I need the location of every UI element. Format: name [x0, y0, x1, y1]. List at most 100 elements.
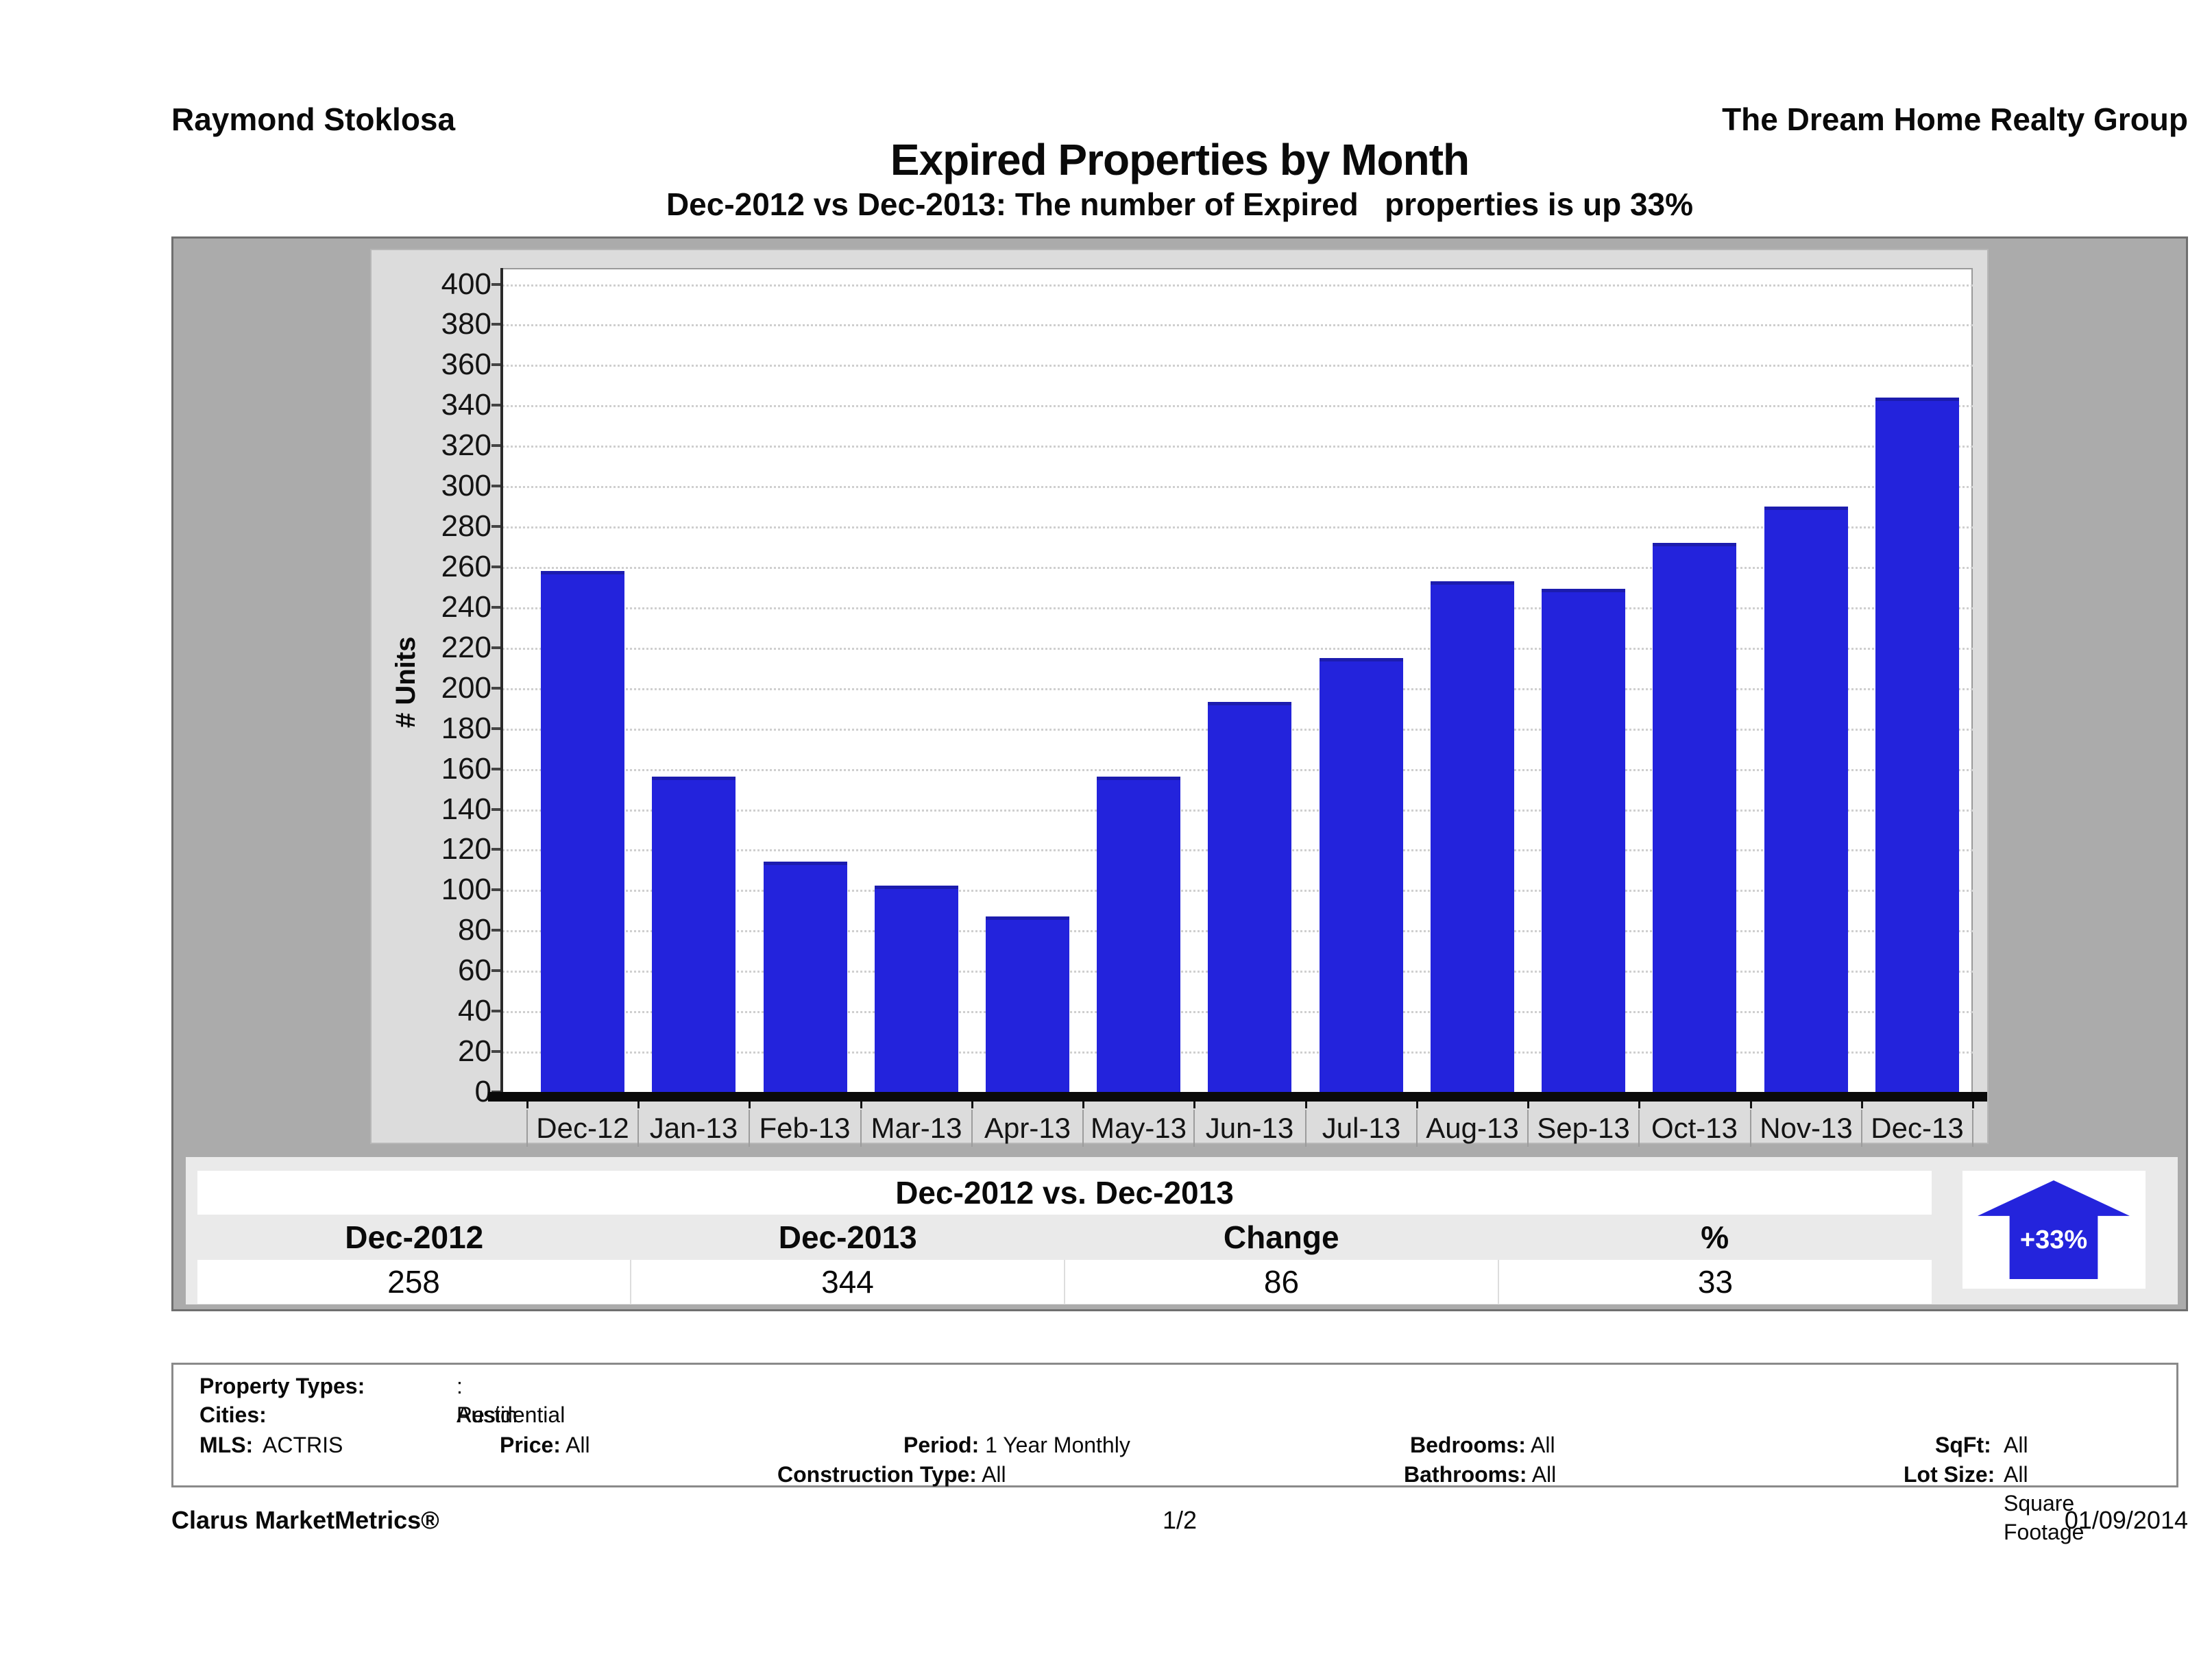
trend-badge-label: +33% [2019, 1226, 2088, 1255]
gridline [502, 446, 1973, 448]
y-tick-label: 100 [441, 873, 491, 906]
x-tick-mark [749, 1102, 751, 1108]
page-title: Expired Properties by Month [890, 135, 1470, 184]
value-percent: 33 [1697, 1264, 1734, 1300]
y-tick-mark [491, 1010, 501, 1012]
field-cities: Cities: Austin [199, 1400, 518, 1429]
x-label-divider [971, 1110, 973, 1147]
bar-Sep-13 [1542, 589, 1625, 1092]
comparison-table-title: Dec-2012 vs. Dec-2013 [197, 1171, 1932, 1215]
field-value: : Residential [457, 1374, 566, 1427]
x-axis-label: Mar-13 [871, 1112, 962, 1144]
bar-Aug-13 [1431, 581, 1514, 1092]
y-tick-label: 400 [441, 267, 491, 301]
up-arrow-icon: +33% [1978, 1180, 2130, 1279]
y-tick-label: 300 [441, 469, 491, 502]
x-label-divider [1750, 1110, 1751, 1147]
field-value: All [2004, 1433, 2028, 1457]
bar-Oct-13 [1653, 543, 1736, 1092]
y-tick-label: 200 [441, 671, 491, 705]
y-tick-mark [491, 363, 501, 366]
field-value: All [566, 1433, 590, 1457]
field-construction-type: Construction Type: All [777, 1460, 1006, 1489]
footer-brand: Clarus MarketMetrics® [171, 1506, 439, 1534]
x-label-divider [1082, 1110, 1084, 1147]
field-bathrooms: Bathrooms: All [1404, 1460, 1556, 1489]
bar-Apr-13 [986, 916, 1069, 1092]
agent-name: Raymond Stoklosa [171, 101, 456, 137]
y-tick-label: 140 [441, 792, 491, 826]
gridline [502, 526, 1973, 528]
footer-date: 01/09/2014 [2064, 1506, 2188, 1534]
x-label-divider [637, 1110, 639, 1147]
bar-Jul-13 [1320, 658, 1403, 1092]
y-tick-mark [491, 525, 501, 528]
footer-page-number: 1/2 [1162, 1506, 1198, 1534]
x-tick-mark [860, 1102, 862, 1108]
field-label: Cities: [199, 1402, 267, 1427]
y-tick-label: 20 [458, 1034, 491, 1068]
field-label: Construction Type: [777, 1462, 977, 1487]
y-tick-mark [491, 444, 501, 447]
column-header: Dec-2013 [778, 1219, 917, 1255]
x-tick-mark [1861, 1102, 1863, 1108]
criteria-box: Property Types: : Residential Cities: Au… [171, 1363, 2178, 1544]
trend-badge-panel: +33% [1962, 1171, 2146, 1289]
y-tick-mark [491, 283, 501, 286]
y-tick-label: 120 [441, 832, 491, 866]
y-tick-label: 180 [441, 712, 491, 745]
chart-container: # Units 0 20 40 60 80 100 120 140 160 180 200 220 24… [171, 236, 2188, 1311]
x-axis-label: Apr-13 [984, 1112, 1071, 1144]
comparison-table-section: Dec-2012 vs. Dec-2013 Dec-2012 Dec-2013 … [186, 1157, 2178, 1304]
x-axis-label: Dec-13 [1871, 1112, 1964, 1144]
y-tick-mark [491, 646, 501, 649]
y-tick-label: 220 [441, 631, 491, 664]
x-label-divider [1305, 1110, 1306, 1147]
field-value: 1 Year Monthly [985, 1433, 1130, 1457]
field-lot-size: Lot Size: All Square Footage [1904, 1460, 2084, 1544]
x-label-divider [749, 1110, 750, 1147]
y-tick-mark [491, 485, 501, 487]
x-tick-mark [637, 1102, 640, 1108]
y-tick-label: 160 [441, 752, 491, 786]
bar-Feb-13 [764, 862, 847, 1092]
y-tick-mark [491, 969, 501, 972]
field-price: Price: All [500, 1431, 590, 1459]
y-tick-mark [491, 1050, 501, 1053]
field-label: MLS: [199, 1433, 254, 1457]
y-tick-mark [491, 404, 501, 406]
gridline [502, 324, 1973, 326]
column-header: Dec-2012 [345, 1219, 484, 1255]
field-sqft: SqFt: All [1935, 1431, 2028, 1459]
chart-panel: # Units 0 20 40 60 80 100 120 140 160 180 200 220 24… [370, 249, 1989, 1147]
value-dec-2012: 258 [197, 1260, 631, 1304]
x-axis-label: Jun-13 [1205, 1112, 1294, 1144]
page-subtitle: Dec-2012 vs Dec-2013: The number of Expi… [666, 186, 1694, 222]
y-tick-label: 380 [441, 307, 491, 341]
y-tick-label: 340 [441, 388, 491, 422]
brokerage-name: The Dream Home Realty Group [1722, 101, 2188, 137]
bar-Dec-12 [541, 571, 624, 1092]
gridline [502, 567, 1973, 569]
x-axis-label: Jan-13 [649, 1112, 738, 1144]
x-tick-mark [1082, 1102, 1084, 1108]
field-label: Property Types: [199, 1374, 365, 1398]
y-tick-label: 40 [458, 994, 491, 1028]
value-change: 86 [1065, 1260, 1499, 1304]
y-tick-mark [491, 929, 501, 932]
x-tick-mark [1750, 1102, 1752, 1108]
column-header: Change [1223, 1219, 1339, 1255]
y-tick-mark [491, 687, 501, 690]
gridline [502, 284, 1973, 287]
field-property-types: Property Types: : Residential [199, 1372, 565, 1427]
gridline [502, 486, 1973, 488]
bar-Jan-13 [652, 777, 736, 1092]
x-tick-mark [1638, 1102, 1640, 1108]
y-tick-mark [491, 768, 501, 770]
field-label: Bedrooms: [1410, 1433, 1526, 1457]
field-value: All [982, 1462, 1006, 1487]
y-tick-label: 80 [458, 913, 491, 947]
y-tick-label: 260 [441, 550, 491, 583]
field-period: Period: 1 Year Monthly [903, 1431, 1130, 1459]
